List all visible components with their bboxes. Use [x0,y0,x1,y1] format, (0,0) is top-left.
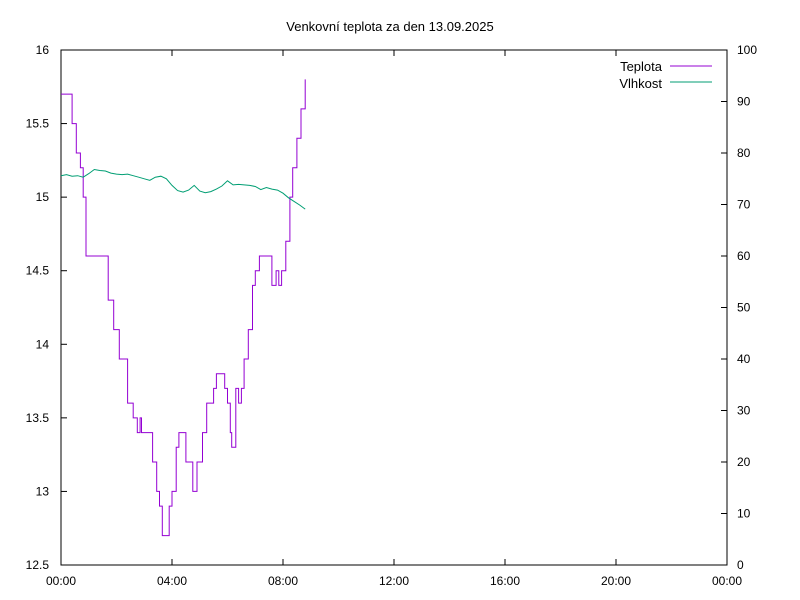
y-right-tick-label: 70 [737,198,751,212]
y-left-tick-label: 13.5 [26,411,50,425]
y-right-tick-label: 20 [737,455,751,469]
right-axis: 0 10 20 30 40 50 60 70 80 90 100 [721,43,757,572]
y-left-tick-label: 15.5 [26,117,50,131]
plot-border [60,49,728,566]
y-right-tick-label: 10 [737,507,751,521]
series-line-teplota [61,79,306,537]
y-left-tick-label: 14 [36,337,50,351]
legend: Teplota Vlhkost [619,59,712,91]
chart-title: Venkovní teplota za den 13.09.2025 [286,19,493,34]
y-left-tick-label: 13 [36,484,50,498]
x-tick-label: 08:00 [268,574,298,588]
x-tick-label: 04:00 [157,574,187,588]
y-right-tick-label: 30 [737,404,751,418]
legend-label-vlhkost: Vlhkost [619,76,662,91]
y-right-tick-label: 50 [737,301,751,315]
x-tick-label: 12:00 [379,574,409,588]
x-tick-label: 20:00 [601,574,631,588]
y-right-tick-label: 90 [737,95,751,109]
series-line-vlhkost [60,168,306,210]
y-right-tick-label: 40 [737,352,751,366]
legend-label-teplota: Teplota [620,59,663,74]
y-left-tick-label: 15 [36,190,50,204]
y-right-tick-label: 0 [737,558,744,572]
left-axis: 12.5 13 13.5 14 14.5 15 15.5 16 [26,43,67,572]
y-right-tick-label: 100 [737,43,757,57]
x-tick-label: 00:00 [46,574,76,588]
y-right-tick-label: 80 [737,146,751,160]
series-layer [60,79,306,537]
x-tick-label: 16:00 [490,574,520,588]
y-right-tick-label: 60 [737,249,751,263]
y-left-tick-label: 14.5 [26,264,50,278]
y-left-tick-label: 16 [36,43,50,57]
y-left-tick-label: 12.5 [26,558,50,572]
x-tick-label: 00:00 [712,574,742,588]
x-axis: 00:00 04:00 08:00 12:00 16:00 20:00 00:00 [46,50,742,588]
